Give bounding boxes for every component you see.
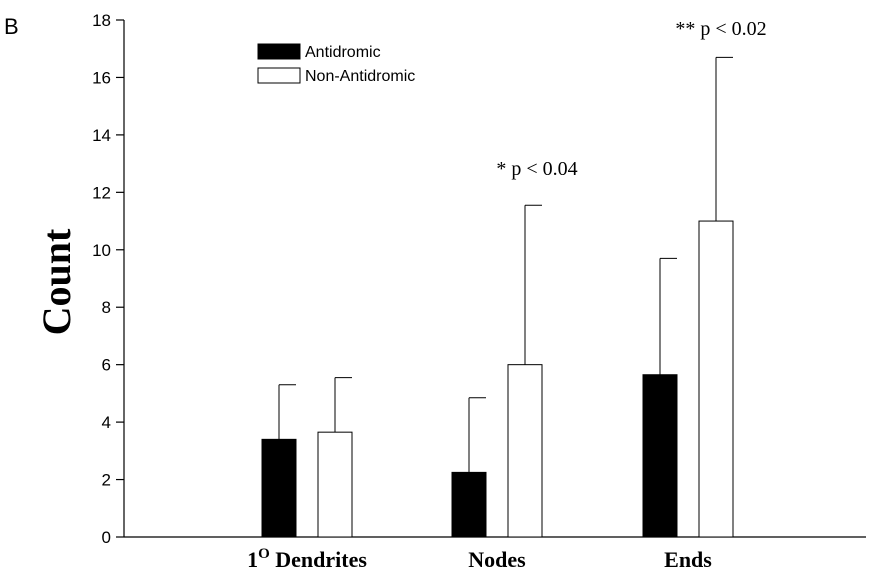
- legend-swatch: [257, 43, 301, 60]
- x-category-label: 1O Dendrites: [247, 546, 367, 572]
- y-tick-label: 10: [92, 241, 111, 260]
- panel-label: B: [4, 14, 19, 39]
- y-tick-label: 16: [92, 68, 111, 87]
- bar: [642, 374, 678, 538]
- bar: [317, 431, 353, 538]
- y-tick-label: 2: [102, 471, 111, 490]
- y-tick-label: 4: [102, 413, 111, 432]
- x-category-label: Nodes: [468, 547, 526, 572]
- y-tick-label: 8: [102, 298, 111, 317]
- bar: [451, 471, 487, 538]
- bar: [261, 438, 297, 538]
- significance-annotation: * p < 0.04: [496, 158, 577, 180]
- bar: [507, 364, 543, 538]
- y-axis: 0 2 4 6 8 10 12 14 16 18: [92, 11, 125, 547]
- legend-label: Antidromic: [305, 44, 381, 61]
- y-tick-label: 6: [102, 356, 111, 375]
- y-tick-label: 0: [102, 528, 111, 547]
- significance-annotation: ** p < 0.02: [675, 18, 766, 40]
- y-tick-label: 14: [92, 126, 111, 145]
- legend-label: Non-Antidromic: [305, 68, 415, 85]
- y-axis-label: Count: [34, 228, 79, 335]
- legend: Antidromic Non-Antidromic: [257, 43, 415, 85]
- y-tick-label: 12: [92, 183, 111, 202]
- legend-swatch: [257, 67, 301, 84]
- category-labels: 1O Dendrites Nodes Ends: [247, 546, 712, 572]
- x-category-label: Ends: [664, 547, 712, 572]
- y-tick-label: 18: [92, 11, 111, 30]
- bar: [698, 220, 734, 538]
- annotations: * p < 0.04 ** p < 0.02: [496, 18, 766, 180]
- bars: [261, 56, 734, 538]
